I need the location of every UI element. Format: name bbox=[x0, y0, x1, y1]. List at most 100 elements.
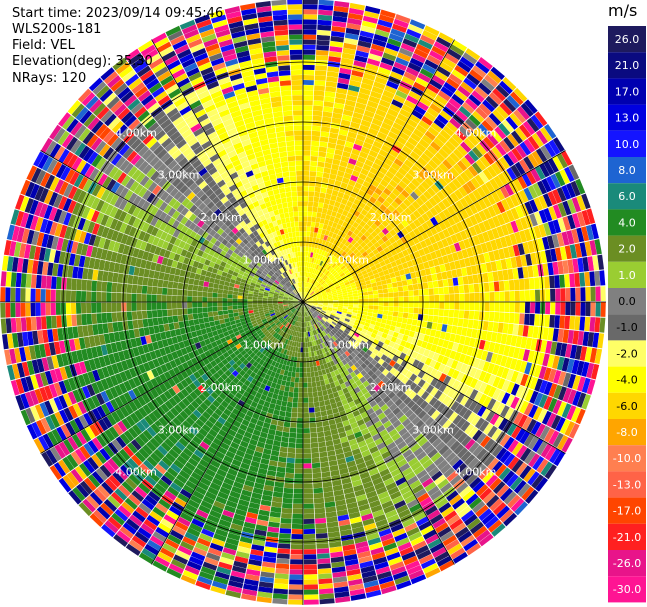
velocity-gate bbox=[327, 204, 334, 211]
velocity-gate bbox=[433, 287, 439, 295]
velocity-gate bbox=[505, 222, 514, 235]
velocity-gate bbox=[530, 168, 541, 182]
velocity-gate bbox=[322, 268, 327, 274]
velocity-gate bbox=[457, 60, 472, 73]
velocity-gate bbox=[421, 231, 429, 240]
velocity-gate bbox=[544, 464, 557, 480]
velocity-gate bbox=[443, 286, 449, 295]
velocity-gate bbox=[317, 436, 326, 443]
velocity-gate bbox=[456, 371, 465, 382]
velocity-gate bbox=[324, 96, 335, 103]
velocity-gates bbox=[0, 0, 606, 605]
velocity-gate bbox=[303, 528, 316, 535]
velocity-gate bbox=[419, 96, 432, 107]
velocity-gate bbox=[478, 123, 490, 136]
velocity-gate bbox=[455, 109, 468, 122]
velocity-gate bbox=[303, 211, 308, 217]
velocity-gate bbox=[469, 215, 478, 226]
velocity-gate bbox=[370, 255, 377, 262]
velocity-gate bbox=[290, 559, 303, 565]
velocity-gate bbox=[517, 243, 525, 256]
velocity-gate bbox=[510, 256, 518, 269]
velocity-gate bbox=[389, 103, 401, 113]
velocity-gate bbox=[485, 331, 493, 342]
velocity-gate bbox=[289, 381, 295, 388]
velocity-gate bbox=[272, 491, 283, 498]
velocity-gate bbox=[317, 297, 323, 300]
velocity-gate bbox=[473, 311, 480, 320]
velocity-gate bbox=[409, 151, 420, 161]
velocity-gate bbox=[536, 440, 548, 456]
velocity-gate bbox=[503, 98, 517, 113]
velocity-gate bbox=[307, 288, 310, 293]
velocity-gate bbox=[346, 286, 352, 291]
velocity-gate bbox=[413, 367, 421, 376]
velocity-gate bbox=[377, 358, 385, 366]
velocity-gate bbox=[397, 52, 411, 62]
velocity-gate bbox=[317, 306, 322, 310]
velocity-gate bbox=[316, 293, 322, 297]
velocity-gate bbox=[513, 87, 528, 102]
velocity-gate bbox=[445, 170, 456, 181]
velocity-gate bbox=[303, 49, 316, 55]
velocity-gate bbox=[348, 296, 354, 300]
velocity-gate bbox=[320, 280, 326, 285]
velocity-gate bbox=[312, 115, 322, 122]
velocity-gate bbox=[297, 347, 301, 353]
velocity-gate bbox=[510, 370, 519, 383]
velocity-gate bbox=[484, 302, 490, 312]
velocity-gate bbox=[540, 339, 548, 353]
velocity-gate bbox=[306, 282, 309, 288]
velocity-gate bbox=[473, 369, 482, 380]
velocity-gate bbox=[312, 237, 317, 243]
velocity-gate bbox=[540, 127, 553, 142]
velocity-gate bbox=[357, 238, 364, 245]
velocity-gate bbox=[326, 265, 332, 271]
velocity-gate bbox=[328, 298, 334, 301]
velocity-gate bbox=[392, 233, 400, 242]
velocity-gate bbox=[448, 286, 455, 294]
velocity-gate bbox=[406, 28, 422, 39]
velocity-gate bbox=[498, 467, 511, 481]
velocity-gate bbox=[381, 220, 389, 228]
velocity-gate bbox=[274, 435, 282, 442]
velocity-gate bbox=[383, 157, 394, 167]
velocity-gate bbox=[529, 313, 535, 326]
velocity-gate bbox=[564, 315, 571, 330]
velocity-gate bbox=[352, 274, 359, 280]
velocity-gate bbox=[327, 242, 333, 248]
velocity-gate bbox=[289, 564, 303, 570]
velocity-gate bbox=[512, 347, 521, 359]
velocity-gate bbox=[506, 95, 520, 109]
velocity-gate bbox=[288, 437, 296, 443]
velocity-gate bbox=[362, 291, 369, 296]
velocity-gate bbox=[363, 352, 370, 360]
velocity-gate bbox=[303, 503, 314, 509]
velocity-gate bbox=[313, 287, 318, 292]
velocity-gate bbox=[357, 156, 367, 164]
velocity-gate bbox=[394, 326, 401, 333]
velocity-gate bbox=[447, 216, 456, 226]
velocity-gate bbox=[400, 42, 416, 53]
velocity-gate bbox=[421, 115, 433, 126]
velocity-gate bbox=[398, 291, 404, 297]
velocity-gate bbox=[355, 194, 364, 202]
velocity-gate bbox=[376, 171, 385, 179]
velocity-gate bbox=[403, 267, 410, 275]
velocity-gate bbox=[490, 353, 498, 364]
velocity-gate bbox=[315, 282, 320, 287]
velocity-gate bbox=[339, 326, 346, 332]
velocity-gate bbox=[473, 201, 483, 212]
velocity-gate bbox=[291, 534, 303, 540]
velocity-gate bbox=[303, 176, 310, 181]
velocity-gate bbox=[519, 141, 532, 156]
velocity-gate bbox=[450, 192, 460, 203]
velocity-gate bbox=[380, 354, 388, 361]
velocity-gate bbox=[347, 309, 353, 313]
velocity-gate bbox=[389, 71, 403, 81]
velocity-gate bbox=[311, 279, 315, 284]
velocity-gate bbox=[406, 195, 416, 204]
velocity-gate bbox=[385, 224, 393, 232]
velocity-gate bbox=[464, 423, 475, 435]
velocity-gate bbox=[312, 125, 321, 132]
